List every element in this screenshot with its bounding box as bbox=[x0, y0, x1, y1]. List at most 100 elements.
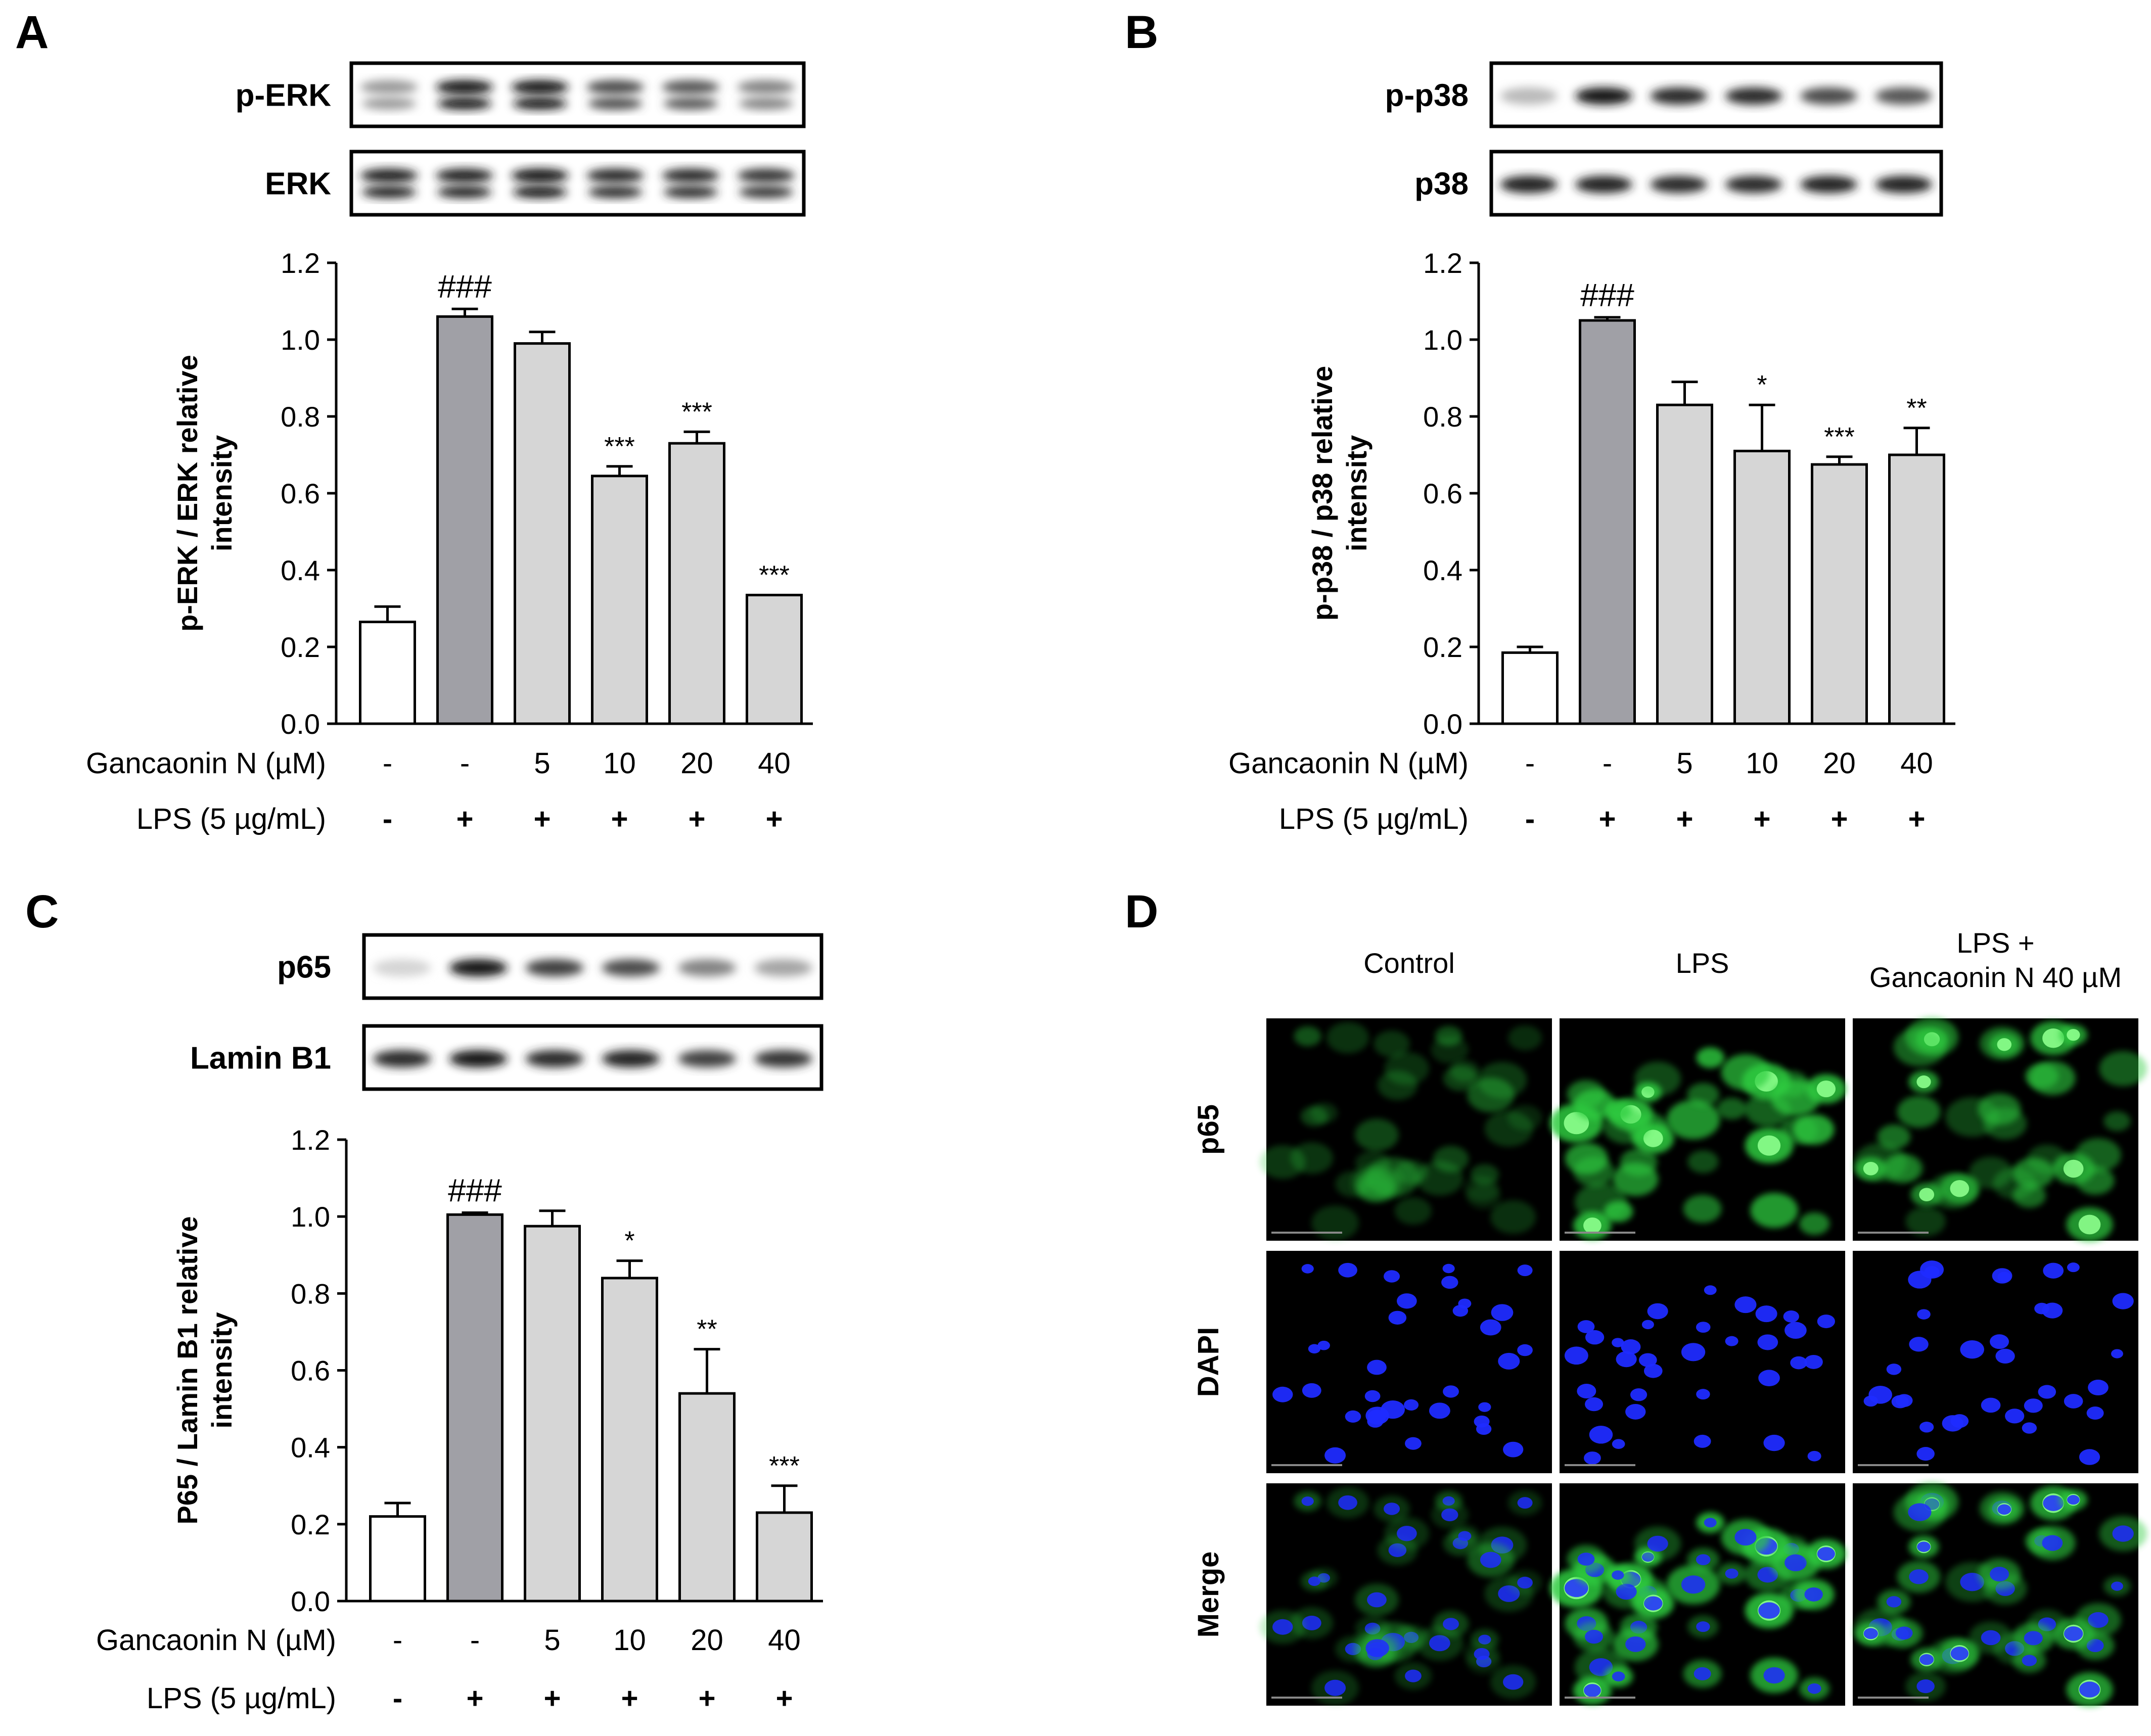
blot-band bbox=[1650, 176, 1708, 193]
y-tick-label: 0.4 bbox=[291, 1432, 330, 1464]
row2-value: + bbox=[1676, 803, 1694, 835]
cell-nucleus bbox=[1585, 1330, 1605, 1345]
y-tick-label: 0.8 bbox=[291, 1278, 330, 1309]
bar bbox=[1888, 453, 1945, 725]
cell-nucleus bbox=[1757, 1567, 1778, 1583]
cell-p65-signal bbox=[1799, 1212, 1830, 1235]
row2-value: + bbox=[621, 1682, 638, 1715]
row2-value: + bbox=[544, 1682, 561, 1715]
cell-nucleus bbox=[1491, 1304, 1514, 1321]
blot-band bbox=[1875, 87, 1933, 105]
row1-value: 5 bbox=[1676, 747, 1692, 780]
cell-p65-signal bbox=[2103, 1111, 2131, 1132]
cell-nucleus bbox=[1997, 1504, 2011, 1515]
blot-band bbox=[511, 80, 569, 95]
cell-nuclear-p65 bbox=[1583, 1217, 1601, 1234]
bar bbox=[1811, 463, 1868, 725]
cell-nucleus bbox=[1950, 1414, 1969, 1428]
cell-nucleus bbox=[1317, 1340, 1330, 1350]
row1-value: 20 bbox=[1823, 747, 1856, 780]
blot-band bbox=[1800, 87, 1857, 105]
bar bbox=[1656, 403, 1713, 725]
micrograph-dapi bbox=[1853, 1251, 2138, 1473]
blot-band bbox=[1800, 176, 1857, 193]
cell-nucleus bbox=[2038, 1385, 2056, 1399]
blot-erk: ERK bbox=[265, 150, 806, 217]
cell-nucleus bbox=[2024, 1631, 2043, 1646]
blot-band bbox=[1500, 87, 1558, 105]
row1-value: - bbox=[1525, 747, 1535, 780]
cell-nucleus bbox=[1625, 1403, 1646, 1420]
cell-p65-signal bbox=[1355, 1118, 1399, 1151]
blot-band bbox=[1725, 176, 1782, 193]
cell-nucleus bbox=[1704, 1285, 1717, 1295]
cell-nucleus bbox=[1338, 1495, 1357, 1510]
row1-value: 10 bbox=[613, 1624, 646, 1657]
blot-band bbox=[662, 80, 719, 95]
cell-nucleus bbox=[1442, 1263, 1455, 1274]
cell-nucleus bbox=[1616, 1351, 1637, 1368]
blot-frame bbox=[362, 1024, 823, 1091]
blot-band bbox=[739, 98, 794, 110]
bar bbox=[591, 475, 648, 725]
row1-value: 40 bbox=[768, 1624, 801, 1657]
y-tick-label: 0.4 bbox=[1423, 554, 1462, 586]
cell-nucleus bbox=[1503, 1674, 1524, 1690]
row2-value: + bbox=[776, 1682, 793, 1715]
micrograph-dapi bbox=[1266, 1251, 1552, 1473]
blot-label: ERK bbox=[265, 167, 331, 202]
significance-label: ** bbox=[697, 1315, 717, 1344]
row1-value: 5 bbox=[534, 747, 550, 780]
y-tick-label: 1.0 bbox=[1423, 324, 1462, 356]
cell-nucleus bbox=[1807, 1450, 1821, 1462]
micrograph-dapi bbox=[1560, 1251, 1845, 1473]
cell-nucleus bbox=[1807, 1683, 1821, 1694]
row2-value: + bbox=[699, 1682, 716, 1715]
cell-p65-signal bbox=[1877, 1124, 1911, 1149]
cell-nucleus bbox=[1367, 1359, 1387, 1375]
row-label-gancaonin: Gancaonin N (µM) bbox=[96, 1624, 336, 1657]
blot-frame bbox=[349, 61, 806, 128]
row2-value: + bbox=[1599, 803, 1616, 835]
cell-nucleus bbox=[1641, 1320, 1654, 1330]
significance-label: *** bbox=[681, 397, 712, 427]
cell-nucleus bbox=[2064, 1626, 2083, 1641]
cell-p65-signal bbox=[2099, 1051, 2147, 1087]
panel-letter: A bbox=[15, 7, 49, 58]
cell-nucleus bbox=[1960, 1572, 1984, 1591]
cell-nucleus bbox=[1694, 1667, 1711, 1680]
cell-nucleus bbox=[1577, 1320, 1595, 1333]
blot-band bbox=[737, 80, 795, 95]
cell-nucleus bbox=[2086, 1406, 2104, 1420]
micrograph-p65 bbox=[1853, 1017, 2147, 1242]
cell-nucleus bbox=[1480, 1319, 1501, 1336]
cell-p65-signal bbox=[1384, 1052, 1430, 1085]
cell-nucleus bbox=[1338, 1262, 1357, 1278]
blot-band bbox=[361, 98, 417, 110]
blot-band bbox=[373, 959, 431, 976]
y-tick-label: 0.8 bbox=[1423, 401, 1462, 433]
blot-band bbox=[449, 959, 508, 976]
row1-value: 10 bbox=[1746, 747, 1778, 780]
cell-nucleus bbox=[2005, 1409, 2025, 1424]
bar bbox=[1501, 651, 1559, 725]
cell-nucleus bbox=[1384, 1270, 1400, 1283]
cell-nucleus bbox=[1584, 1684, 1601, 1697]
cell-nucleus bbox=[1517, 1264, 1533, 1277]
bar bbox=[514, 342, 571, 725]
cell-p65-signal bbox=[1893, 1028, 1946, 1067]
cell-nucleus bbox=[1919, 1421, 1934, 1433]
cell-nucleus bbox=[1324, 1679, 1346, 1696]
cell-nuclear-p65 bbox=[2078, 1214, 2101, 1235]
significance-label: *** bbox=[769, 1451, 800, 1481]
blot-label: p65 bbox=[277, 950, 331, 985]
cell-nucleus bbox=[1886, 1596, 1902, 1608]
cell-p65-signal bbox=[1897, 1096, 1941, 1128]
blot-band bbox=[1875, 176, 1933, 193]
cell-nucleus bbox=[1474, 1648, 1490, 1660]
cell-p65-signal bbox=[1431, 1036, 1469, 1064]
row2-value: + bbox=[467, 1682, 484, 1715]
significance-label: * bbox=[624, 1227, 634, 1256]
blot-band bbox=[437, 98, 492, 110]
column-header: LPS + bbox=[1956, 927, 2034, 959]
